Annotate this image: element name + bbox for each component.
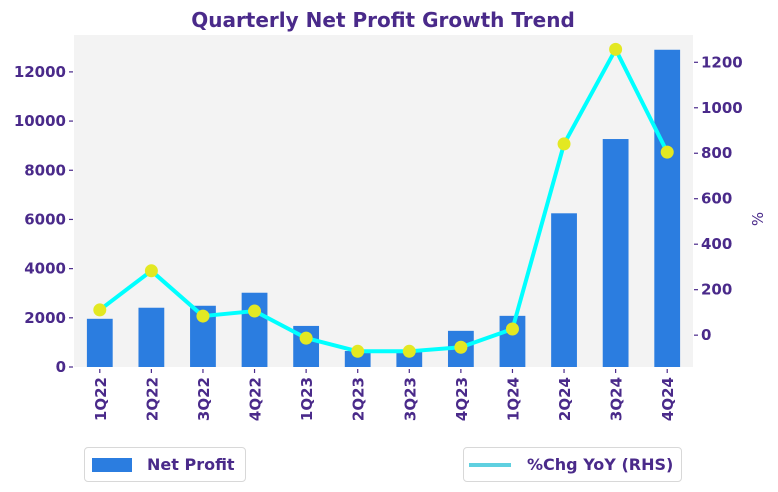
right-tick-label: 1000 [701, 99, 743, 117]
left-tick-label: 4000 [24, 260, 66, 278]
point-4Q23 [454, 340, 468, 354]
left-tick-label: 8000 [24, 161, 66, 179]
point-1Q22 [93, 303, 107, 317]
point-4Q22 [248, 304, 262, 318]
x-tick-label: 4Q23 [453, 377, 471, 421]
right-tick-label: 1200 [701, 53, 743, 71]
bar-4Q24 [654, 49, 681, 367]
legend-bar-swatch [92, 457, 132, 472]
line-path [98, 47, 669, 354]
point-1Q24 [505, 322, 519, 336]
bar-1Q22 [86, 318, 113, 367]
point-2Q22 [144, 264, 158, 278]
x-tick-label: 1Q23 [298, 377, 316, 421]
point-3Q22 [196, 309, 210, 323]
x-tick-label: 2Q23 [350, 377, 368, 421]
bar-2Q23 [344, 351, 371, 367]
legend-label: %Chg YoY (RHS) [527, 455, 674, 474]
x-tick-label: 3Q23 [401, 377, 419, 421]
right-axis: 0 200 400 600 800 1000 1200 [694, 53, 743, 344]
bar-series [86, 49, 681, 367]
bar-2Q24 [551, 213, 577, 367]
x-tick-label: 1Q22 [92, 377, 110, 421]
chart-title: Quarterly Net Profit Growth Trend [191, 8, 575, 32]
legend-item-chg-yoy: %Chg YoY (RHS) [463, 447, 682, 482]
right-tick-label: 800 [701, 144, 732, 162]
bar-3Q23 [396, 351, 423, 367]
x-tick-label: 3Q22 [195, 377, 213, 421]
right-tick-label: 600 [701, 190, 732, 208]
x-tick-label: 2Q24 [556, 377, 574, 421]
left-axis: 0 2000 4000 6000 8000 10000 12000 [14, 63, 73, 376]
x-tick-label: 3Q24 [608, 377, 626, 421]
point-4Q24 [660, 145, 674, 159]
plot-area [74, 35, 693, 367]
point-3Q24 [609, 42, 623, 56]
bar-2Q22 [138, 307, 165, 367]
bar-4Q22 [241, 292, 268, 367]
right-tick-label: 200 [701, 281, 732, 299]
left-tick-label: 10000 [14, 112, 66, 130]
point-2Q23 [351, 344, 365, 358]
right-tick-label: 400 [701, 235, 732, 253]
legend-item-net-profit: Net Profit [84, 447, 246, 482]
x-tick-label: 4Q24 [659, 377, 677, 421]
line-series [93, 42, 674, 358]
left-tick-label: 12000 [14, 63, 66, 81]
right-axis-label: % [749, 212, 767, 226]
x-tick-label: 1Q24 [504, 377, 522, 421]
point-3Q23 [402, 344, 416, 358]
legend-line-swatch [469, 462, 511, 467]
x-tick-label: 4Q22 [247, 377, 265, 421]
right-tick-label: 0 [701, 326, 711, 344]
legend-label: Net Profit [147, 455, 235, 474]
x-axis: 1Q22 2Q22 3Q22 4Q22 1Q23 2Q23 3Q23 4Q23 1Q24 2Q24… [92, 369, 677, 421]
bar-3Q24 [602, 139, 629, 367]
left-tick-label: 6000 [24, 210, 66, 228]
x-tick-label: 2Q22 [143, 377, 161, 421]
point-1Q23 [299, 331, 313, 345]
point-2Q24 [557, 137, 571, 151]
left-tick-label: 2000 [24, 309, 66, 327]
left-tick-label: 0 [56, 358, 66, 376]
